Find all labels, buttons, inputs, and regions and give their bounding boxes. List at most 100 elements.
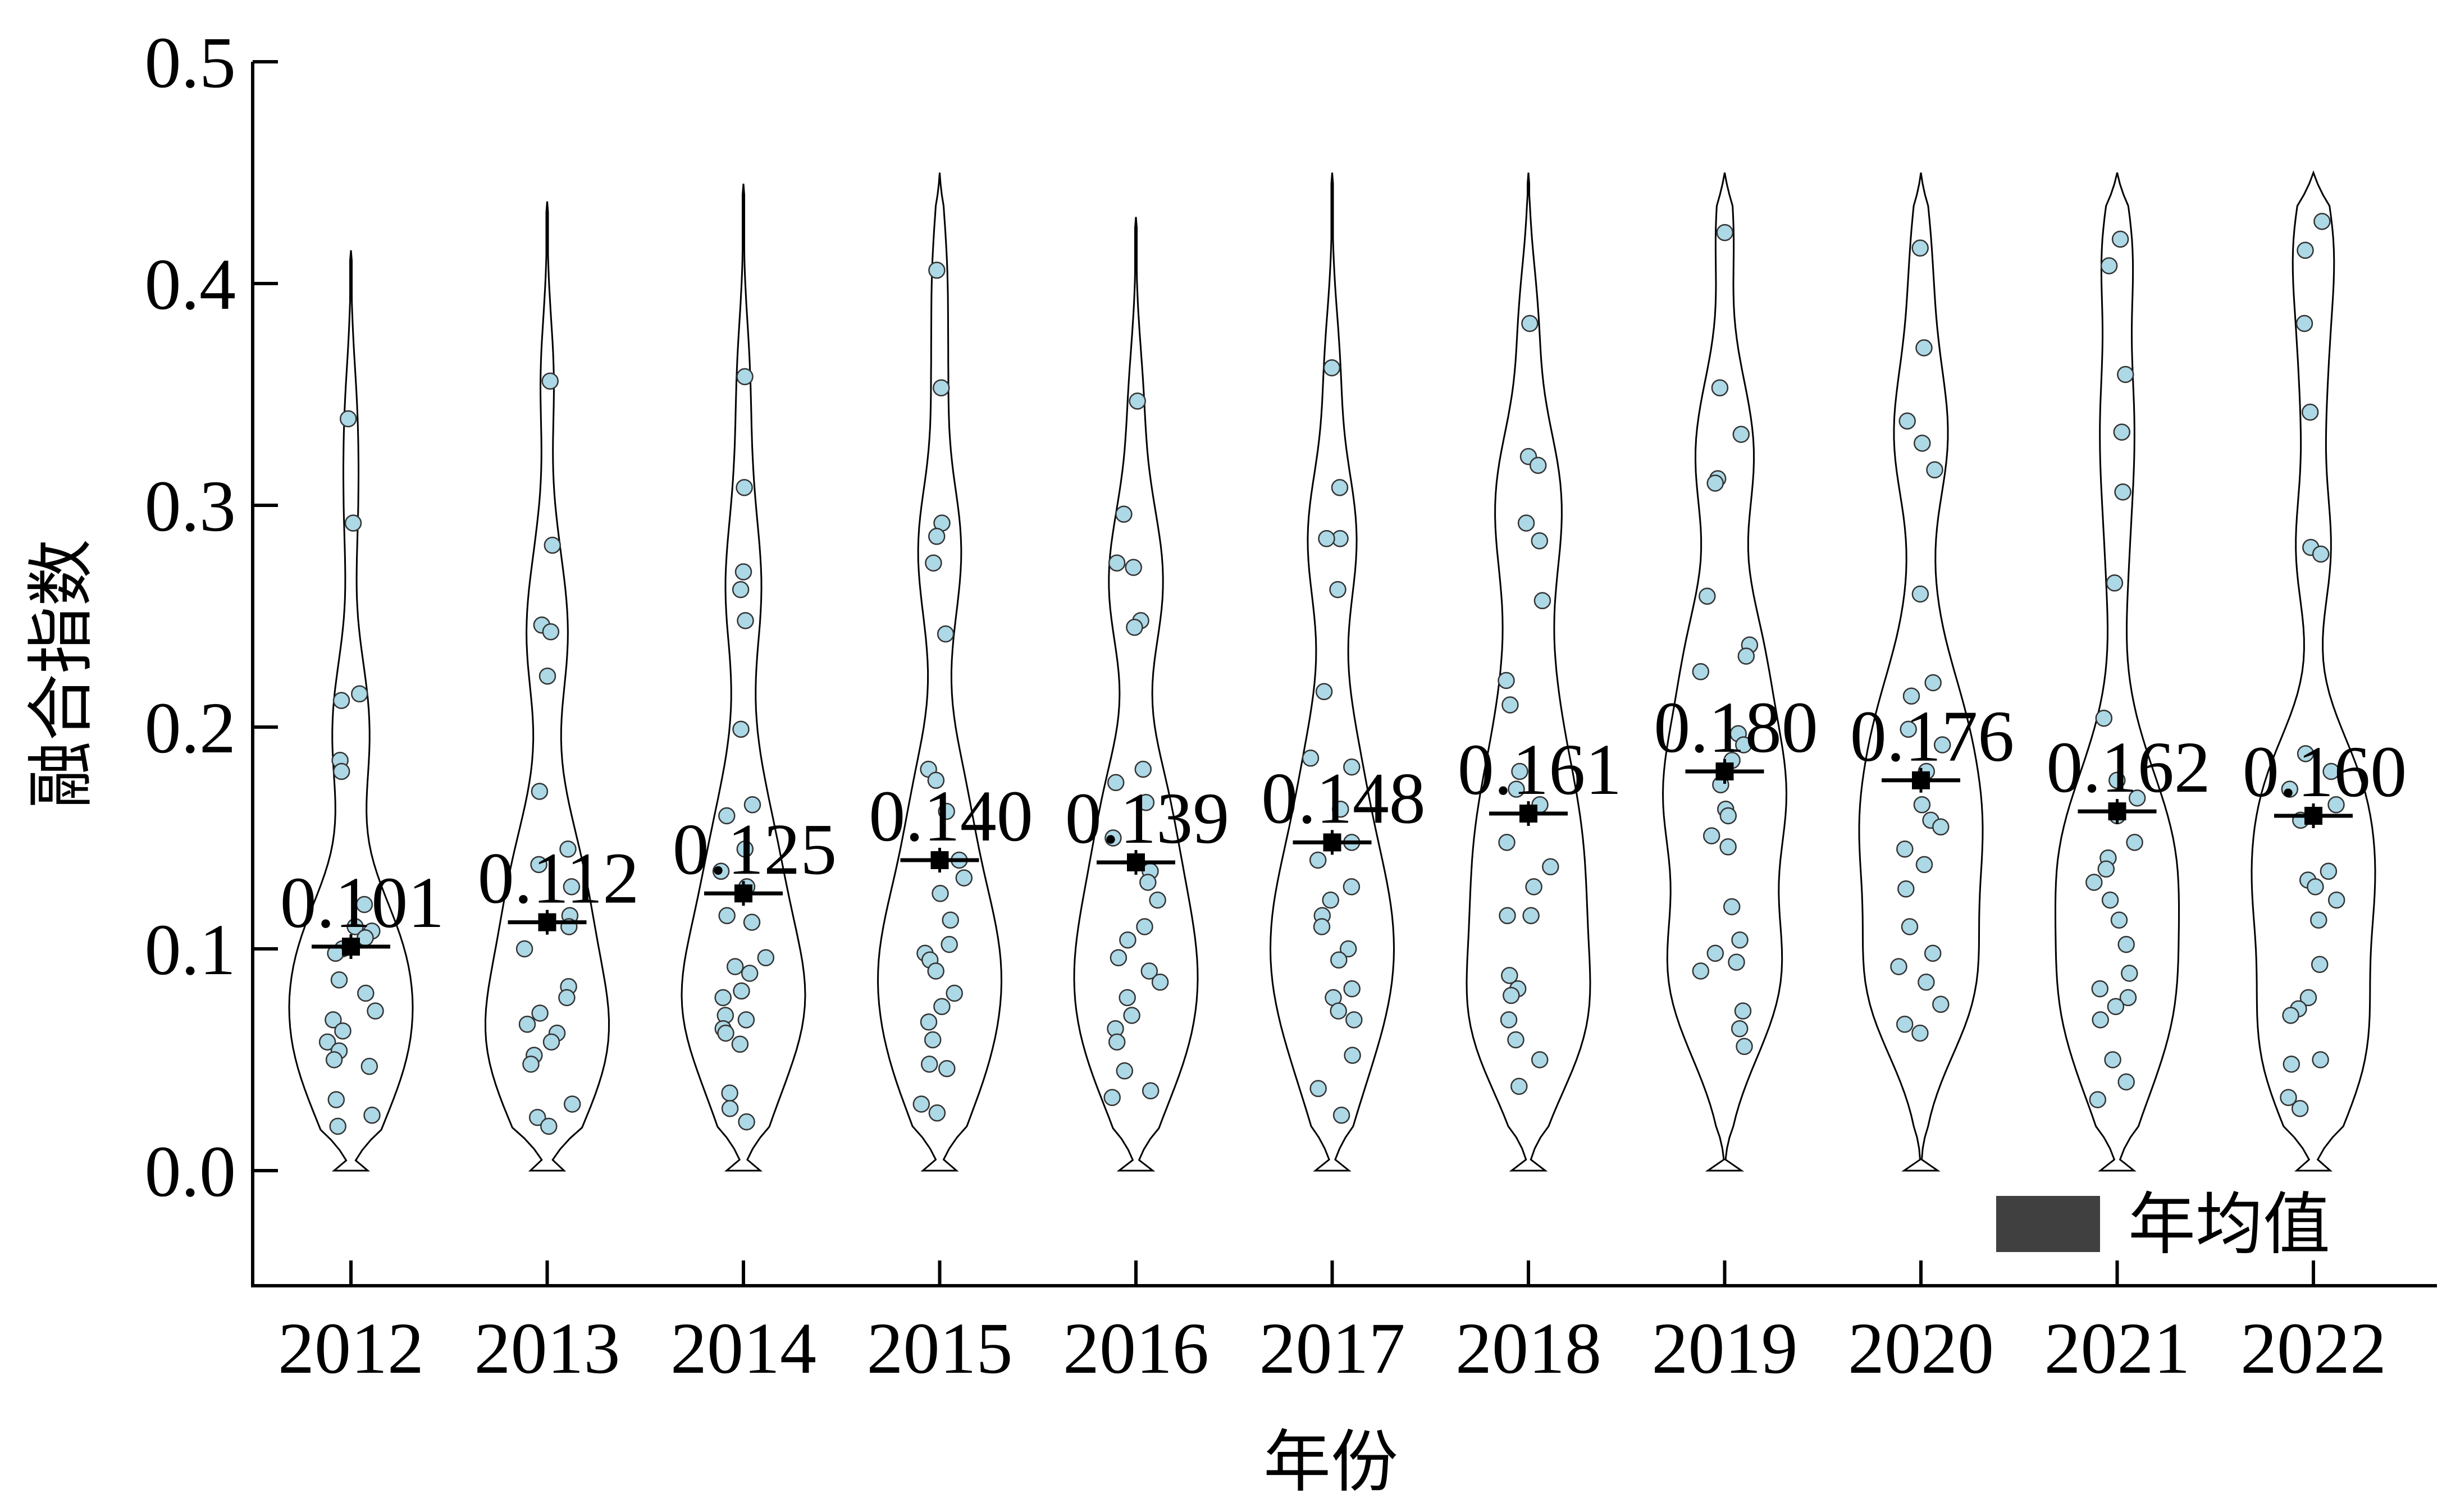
data-point (1699, 587, 1716, 605)
data-point (927, 962, 944, 980)
data-point (1902, 687, 1920, 705)
data-point (920, 1056, 938, 1073)
data-point (1896, 1016, 1914, 1033)
data-point (531, 1004, 549, 1022)
data-point (327, 1091, 345, 1108)
data-point (925, 554, 942, 572)
data-point (1692, 663, 1710, 680)
data-point (1918, 974, 1935, 991)
data-point (721, 1084, 738, 1102)
data-point (2110, 911, 2128, 929)
data-point (1731, 931, 1749, 949)
data-point (736, 840, 754, 858)
x-tick-label: 2016 (1063, 1308, 1209, 1389)
data-point (1531, 532, 1549, 550)
violin-2015 (877, 172, 1003, 1172)
data-point (1731, 1020, 1749, 1038)
data-point (1531, 1051, 1549, 1068)
data-point (1734, 1002, 1752, 1020)
data-point (1728, 953, 1745, 971)
data-point (734, 563, 752, 581)
violin-2014 (681, 184, 806, 1172)
data-point (1137, 794, 1155, 811)
data-point (927, 771, 945, 789)
data-point (1332, 800, 1349, 818)
data-point (1736, 1038, 1753, 1056)
x-tick-label: 2015 (867, 1308, 1013, 1389)
data-point (1723, 898, 1741, 916)
data-point (1911, 585, 1929, 603)
violin-2012 (288, 250, 414, 1172)
mean-label-2019: 0.180 (1654, 687, 1818, 768)
data-point (2104, 1051, 2121, 1068)
data-point (928, 1104, 946, 1122)
data-point (1926, 461, 1943, 479)
data-point (1125, 559, 1142, 576)
data-point (1529, 456, 1547, 474)
data-point (757, 949, 775, 967)
data-point (1345, 1011, 1363, 1029)
data-point (738, 1113, 755, 1131)
mean-marker-2021 (2108, 802, 2126, 821)
x-tick-label: 2019 (1652, 1308, 1798, 1389)
data-point (737, 612, 754, 629)
data-point (924, 1031, 942, 1049)
data-point (360, 1058, 378, 1075)
data-point (1302, 750, 1320, 767)
data-point (1900, 720, 1917, 738)
data-point (1339, 940, 1357, 958)
data-point (1107, 774, 1125, 792)
data-point (2282, 1007, 2299, 1024)
data-point (942, 911, 959, 929)
data-point (1498, 834, 1516, 851)
data-point (329, 1117, 346, 1135)
data-point (938, 802, 955, 820)
violin-2013 (484, 201, 610, 1172)
data-point (2085, 874, 2103, 891)
data-point (1103, 1089, 1121, 1106)
legend-label: 年均值 (2128, 1186, 2330, 1264)
data-point (1123, 1007, 1140, 1024)
data-point (933, 998, 951, 1015)
data-point (2113, 423, 2131, 441)
data-point (932, 885, 949, 902)
data-point (955, 869, 973, 887)
data-point (718, 807, 736, 825)
data-point (1104, 829, 1122, 847)
data-point (2117, 1073, 2135, 1091)
data-point (531, 783, 549, 800)
data-point (2117, 366, 2134, 383)
data-point (1924, 944, 1942, 962)
data-point (1924, 674, 1942, 692)
data-point (1134, 760, 1152, 778)
data-point (743, 796, 761, 814)
data-point (2301, 403, 2319, 421)
data-point (1914, 435, 1931, 452)
data-point (2327, 796, 2345, 814)
data-point (538, 667, 556, 685)
data-point (721, 1100, 739, 1117)
data-point (2089, 1091, 2107, 1108)
data-point (325, 1011, 342, 1029)
data-point (1711, 379, 1729, 396)
data-point (1503, 986, 1520, 1004)
data-point (2297, 241, 2314, 259)
x-tick-label: 2012 (278, 1308, 424, 1389)
data-point (2108, 771, 2126, 789)
data-point (1343, 980, 1361, 998)
data-point (1735, 736, 1752, 753)
mean-label-2017: 0.148 (1261, 758, 1426, 839)
mean-marker-2019 (1715, 762, 1734, 780)
mean-label-2015: 0.140 (869, 776, 1033, 857)
data-point (1129, 392, 1146, 410)
data-point (1521, 314, 1539, 332)
data-point (344, 514, 362, 532)
data-point (563, 1095, 581, 1113)
data-point (1108, 554, 1126, 572)
data-point (2312, 545, 2330, 563)
data-point (1139, 874, 1157, 891)
x-axis-ticks: 2012 2013 2014 2015 2016 2017 2018 2019 2020 2021… (278, 1260, 2386, 1389)
data-point (1322, 891, 1339, 909)
y-tick-label: 0.5 (145, 22, 236, 103)
